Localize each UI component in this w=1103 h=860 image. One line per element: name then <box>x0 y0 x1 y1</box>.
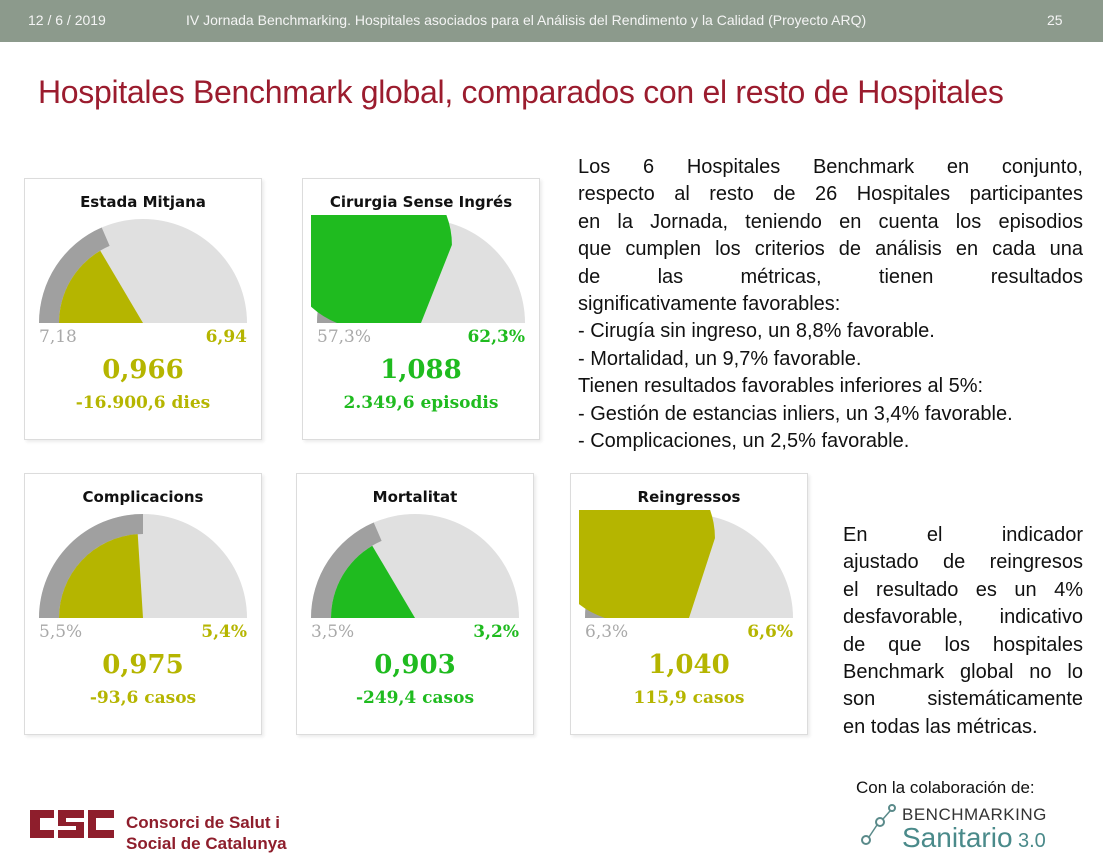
note-line: en todas las métricas. <box>843 715 1038 738</box>
gauge-detail: 2.349,6 episodis <box>343 393 499 413</box>
gauge-value-label: 62,3% <box>467 327 525 347</box>
gauge-card-reingressos: Reingressos 6,3% 6,6% 1,040 115,9 casos <box>570 473 808 735</box>
bench-top-text: BENCHMARKING <box>902 805 1047 824</box>
benchmarking-sanitario-logo: BENCHMARKING Sanitario 3.0 <box>861 804 1047 852</box>
gauge-value-fill <box>311 215 452 323</box>
gauge-value-label: 6,6% <box>747 622 793 642</box>
gauge-value-label: 3,2% <box>473 622 519 642</box>
note-line: el resultado es un 4% <box>843 578 1083 601</box>
summary-line: - Gestión de estancias inliers, un 3,4% … <box>578 402 1013 425</box>
gauge-chart <box>311 215 525 323</box>
consorci-logo <box>30 810 114 838</box>
gauge-card-mortalitat: Mortalitat 3,5% 3,2% 0,903 -249,4 casos <box>296 473 534 735</box>
note-line: desfavorable, indicativo <box>843 606 1083 629</box>
gauge-index: 1,040 <box>648 650 730 680</box>
summary-line: Los 6 Hospitales Benchmark en conjunto, <box>578 156 1083 178</box>
gauge-title: Mortalitat <box>372 488 458 506</box>
consorci-name: Consorci de Salut i Social de Catalunya <box>126 812 287 854</box>
gauge-title: Reingressos <box>637 488 741 506</box>
summary-line: - Mortalidad, un 9,7% favorable. <box>578 347 862 370</box>
summary-line: respecto al resto de 26 Hospitales parti… <box>578 183 1083 206</box>
gauge-reference-band <box>39 227 110 323</box>
gauge-reference-band <box>311 522 382 618</box>
page-title: Hospitales Benchmark global, comparados … <box>38 74 1004 110</box>
summary-line: - Cirugía sin ingreso, un 8,8% favorable… <box>578 320 935 343</box>
gauge-title: Cirurgia Sense Ingrés <box>329 193 513 211</box>
gauge-index: 0,903 <box>374 650 456 680</box>
gauge-value-fill <box>579 510 715 618</box>
gauge-card-complicacions: Complicacions 5,5% 5,4% 0,975 -93,6 caso… <box>24 473 262 735</box>
readmission-note: En el indicador ajustado de reingresos e… <box>843 522 1083 741</box>
gauge-value-fill <box>59 250 143 323</box>
gauge-reference-label: 3,5% <box>311 622 355 642</box>
gauge-reference-label: 5,5% <box>39 622 83 642</box>
consorci-line: Consorci de Salut i <box>126 813 280 832</box>
summary-line: de las métricas, tienen resultados <box>578 265 1083 288</box>
collaboration-label: Con la colaboración de: <box>856 778 1035 797</box>
summary-line: Tienen resultados favorables inferiores … <box>578 375 984 398</box>
slide-date: 12 / 6 / 2019 <box>28 12 106 28</box>
gauge-detail: -249,4 casos <box>355 688 475 708</box>
note-line: ajustado de reingresos <box>843 551 1083 574</box>
gauge-title: Estada Mitjana <box>80 193 206 211</box>
summary-line: que cumplen los criterios de análisis en… <box>578 238 1083 261</box>
gauge-index: 1,088 <box>380 355 462 385</box>
summary-line: - Complicaciones, un 2,5% favorable. <box>578 430 910 453</box>
slide-event-title: IV Jornada Benchmarking. Hospitales asoc… <box>186 12 867 28</box>
gauge-chart <box>579 510 793 618</box>
node-icon <box>875 817 885 827</box>
gauge-chart <box>311 514 519 618</box>
slide-page-number: 25 <box>1047 12 1063 28</box>
consorci-line: Social de Catalunya <box>126 834 287 853</box>
gauge-chart <box>39 219 247 323</box>
gauge-value-fill <box>331 545 415 618</box>
node-icon <box>861 835 871 845</box>
gauge-title: Complicacions <box>82 488 204 506</box>
bench-bottom-text: Sanitario <box>902 822 1013 852</box>
note-line: de que los hospitales <box>843 633 1083 656</box>
summary-text: Los 6 Hospitales Benchmark en conjunto, … <box>578 154 1083 455</box>
gauge-value-label: 6,94 <box>205 327 247 347</box>
gauge-reference-label: 6,3% <box>585 622 629 642</box>
gauge-card-estada-mitjana: Estada Mitjana 7,18 6,94 0,966 -16.900,6… <box>24 178 262 440</box>
gauge-value-label: 5,4% <box>201 622 247 642</box>
gauge-detail: -16.900,6 dies <box>75 393 211 413</box>
gauge-chart <box>39 514 247 618</box>
note-line: En el indicador <box>843 524 1083 546</box>
gauge-detail: -93,6 casos <box>89 688 197 708</box>
gauge-detail: 115,9 casos <box>633 688 745 708</box>
gauge-reference-band <box>39 514 143 618</box>
note-line: Benchmark global no lo <box>843 661 1083 684</box>
gauge-value-fill <box>59 534 143 618</box>
gauge-index: 0,966 <box>102 355 184 385</box>
bench-version-text: 3.0 <box>1018 830 1046 852</box>
summary-line: significativamente favorables: <box>578 293 841 316</box>
summary-line: en la Jornada, teniendo en cuenta los ep… <box>578 210 1083 233</box>
gauge-card-cirurgia-sense-ingres: Cirurgia Sense Ingrés 57,3% 62,3% 1,088 … <box>302 178 540 440</box>
node-icon <box>888 804 896 812</box>
gauge-reference-label: 57,3% <box>317 327 372 347</box>
slide-header-bar: 12 / 6 / 2019 IV Jornada Benchmarking. H… <box>0 0 1103 42</box>
gauge-reference-label: 7,18 <box>39 327 77 347</box>
gauge-index: 0,975 <box>102 650 184 680</box>
note-line: son sistemáticamente <box>843 688 1083 711</box>
